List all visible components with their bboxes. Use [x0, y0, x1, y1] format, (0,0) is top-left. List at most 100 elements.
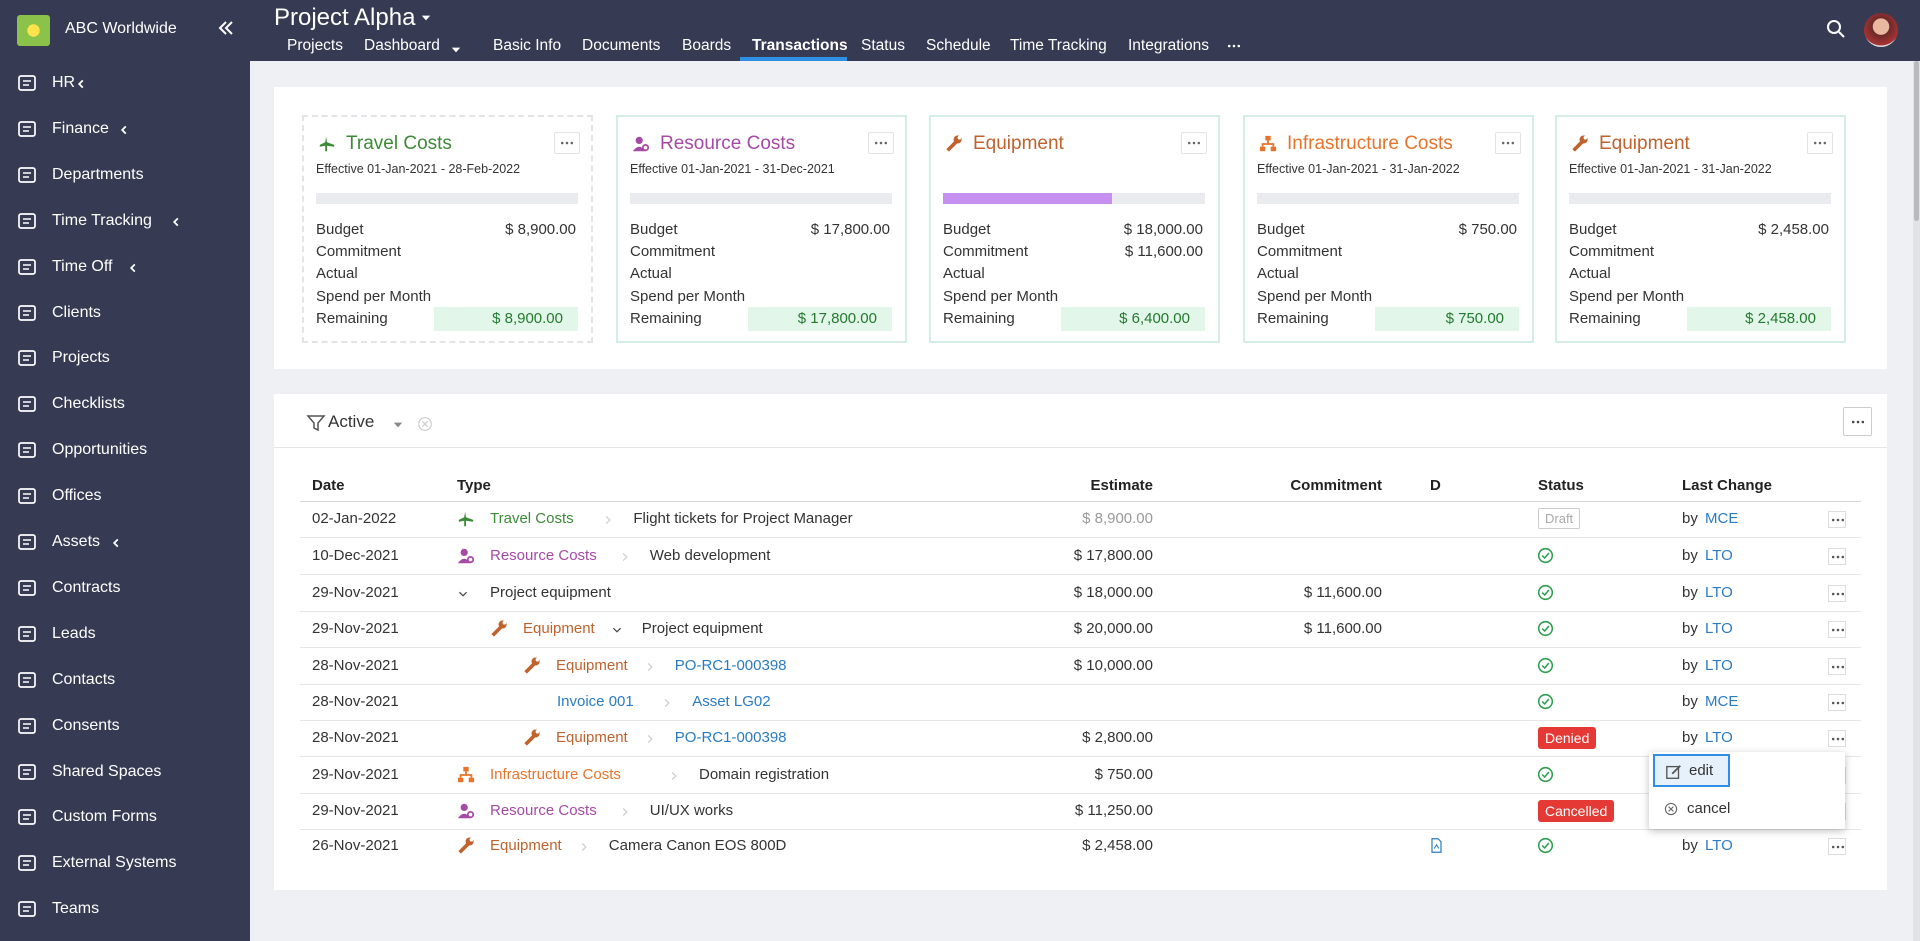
search-icon[interactable] — [1826, 19, 1846, 43]
filter-label[interactable]: Active — [328, 412, 375, 431]
remaining-bg — [1375, 307, 1519, 331]
dots — [1830, 622, 1846, 642]
row-estimate: $ 11,250.00 — [1074, 802, 1153, 819]
card-menu-button[interactable] — [1181, 132, 1207, 154]
document-icon[interactable] — [1429, 838, 1444, 857]
more-tabs[interactable] — [1226, 38, 1242, 58]
sidebar-item[interactable]: Contacts — [0, 662, 250, 698]
menu-item-edit[interactable]: edit — [1653, 754, 1730, 787]
row-type[interactable]: Invoice 001 — [557, 693, 634, 710]
nav-tab[interactable]: Time Tracking — [1010, 37, 1107, 54]
card-menu-button[interactable] — [554, 132, 580, 154]
sidebar-item[interactable]: Projects — [0, 340, 250, 376]
tab-dropdown-caret[interactable] — [450, 43, 462, 60]
row-menu-button[interactable] — [1828, 730, 1846, 747]
icon — [1537, 547, 1554, 564]
row-date: 28-Nov-2021 — [312, 657, 399, 674]
nav-tab[interactable]: Basic Info — [493, 37, 562, 54]
sidebar-item[interactable]: Departments — [0, 157, 250, 193]
row-menu-button[interactable] — [1828, 511, 1846, 528]
nav-tab[interactable]: Projects — [287, 37, 343, 54]
row-menu-button[interactable] — [1828, 838, 1846, 855]
card-menu-button[interactable] — [1807, 132, 1833, 154]
row-menu-button[interactable] — [1828, 548, 1846, 565]
row-subject[interactable]: PO-RC1-000398 — [674, 729, 787, 746]
sidebar-icon — [17, 211, 37, 231]
row-estimate: $ 8,900.00 — [1082, 510, 1153, 527]
menu-item-cancel[interactable]: cancel — [1653, 793, 1841, 825]
sidebar-icon — [17, 670, 37, 690]
nav-tab[interactable]: Dashboard — [364, 37, 440, 54]
sidebar-item[interactable]: Custom Forms — [0, 799, 250, 835]
last-change-user[interactable]: LTO — [1705, 547, 1733, 564]
filter-clear[interactable] — [416, 415, 434, 437]
row-type: Equipment — [490, 837, 562, 854]
sidebar-item[interactable]: HR — [0, 65, 250, 101]
column-header[interactable]: Status — [1538, 477, 1584, 494]
column-header[interactable]: Type — [457, 477, 491, 494]
column-header[interactable]: Estimate — [1090, 477, 1153, 494]
row-menu-button[interactable] — [1828, 585, 1846, 602]
project-caret[interactable] — [420, 11, 432, 28]
row-menu-button[interactable] — [1828, 658, 1846, 675]
nav-tab[interactable]: Transactions — [752, 37, 848, 54]
last-change-user[interactable]: LTO — [1705, 729, 1733, 746]
sidebar-item[interactable]: Time Off — [0, 249, 250, 285]
collapse-button[interactable] — [216, 18, 236, 38]
sidebar-item[interactable]: Teams — [0, 891, 250, 927]
cancel-icon — [1663, 801, 1679, 821]
sidebar-icon — [17, 532, 37, 552]
sidebar-item[interactable]: Checklists — [0, 386, 250, 422]
filter-icon[interactable] — [306, 413, 326, 437]
separator — [578, 840, 590, 857]
sidebar-label: HR — [52, 74, 76, 91]
expand-chevron[interactable] — [611, 623, 623, 640]
sidebar-item[interactable]: Clients — [0, 295, 250, 331]
icon — [218, 21, 233, 35]
sidebar-item[interactable]: External Systems — [0, 845, 250, 881]
filter-caret[interactable] — [392, 418, 404, 435]
sidebar-item[interactable]: Leads — [0, 616, 250, 652]
nav-tab[interactable]: Status — [861, 37, 905, 54]
nav-tab[interactable]: Boards — [682, 37, 732, 54]
column-header[interactable]: D — [1430, 477, 1441, 494]
sidebar-item[interactable]: Offices — [0, 478, 250, 514]
row-menu-button[interactable] — [1828, 621, 1846, 638]
sidebar-item[interactable]: Shared Spaces — [0, 754, 250, 790]
last-change-user[interactable]: LTO — [1705, 620, 1733, 637]
column-header[interactable]: Date — [312, 477, 345, 494]
card-menu-button[interactable] — [868, 132, 894, 154]
sidebar-item[interactable]: Finance — [0, 111, 250, 147]
dots — [1830, 839, 1846, 859]
column-header[interactable]: Commitment — [1290, 477, 1382, 494]
dots — [873, 135, 889, 155]
menu-label: edit — [1689, 762, 1714, 779]
nav-tab[interactable]: Schedule — [926, 37, 991, 54]
dots — [559, 135, 575, 155]
last-change-user[interactable]: LTO — [1705, 584, 1733, 601]
sidebar-item[interactable]: Assets — [0, 524, 250, 560]
sidebar-item[interactable]: Consents — [0, 708, 250, 744]
row-subject[interactable]: PO-RC1-000398 — [674, 657, 787, 674]
column-header[interactable]: Last Change — [1682, 477, 1773, 494]
table-menu-button[interactable] — [1843, 407, 1872, 436]
last-change-user[interactable]: MCE — [1705, 510, 1739, 527]
remaining-bg — [434, 307, 578, 331]
sidebar-item[interactable]: Opportunities — [0, 432, 250, 468]
user-avatar[interactable] — [1864, 13, 1898, 47]
sidebar-item[interactable]: Time Tracking — [0, 203, 250, 239]
row-subject[interactable]: Asset LG02 — [692, 693, 771, 710]
row-menu-button[interactable] — [1828, 694, 1846, 711]
nav-tab[interactable]: Integrations — [1128, 37, 1209, 54]
nav-tab[interactable]: Documents — [582, 37, 661, 54]
last-change-user[interactable]: LTO — [1705, 837, 1733, 854]
card-progress — [943, 193, 1205, 204]
expand-chevron[interactable] — [457, 587, 469, 604]
icon — [1227, 44, 1241, 48]
icon — [1501, 141, 1515, 145]
card-menu-button[interactable] — [1495, 132, 1521, 154]
icon — [612, 627, 621, 633]
sidebar-item[interactable]: Contracts — [0, 570, 250, 606]
last-change-user[interactable]: LTO — [1705, 657, 1733, 674]
last-change-user[interactable]: MCE — [1705, 693, 1739, 710]
